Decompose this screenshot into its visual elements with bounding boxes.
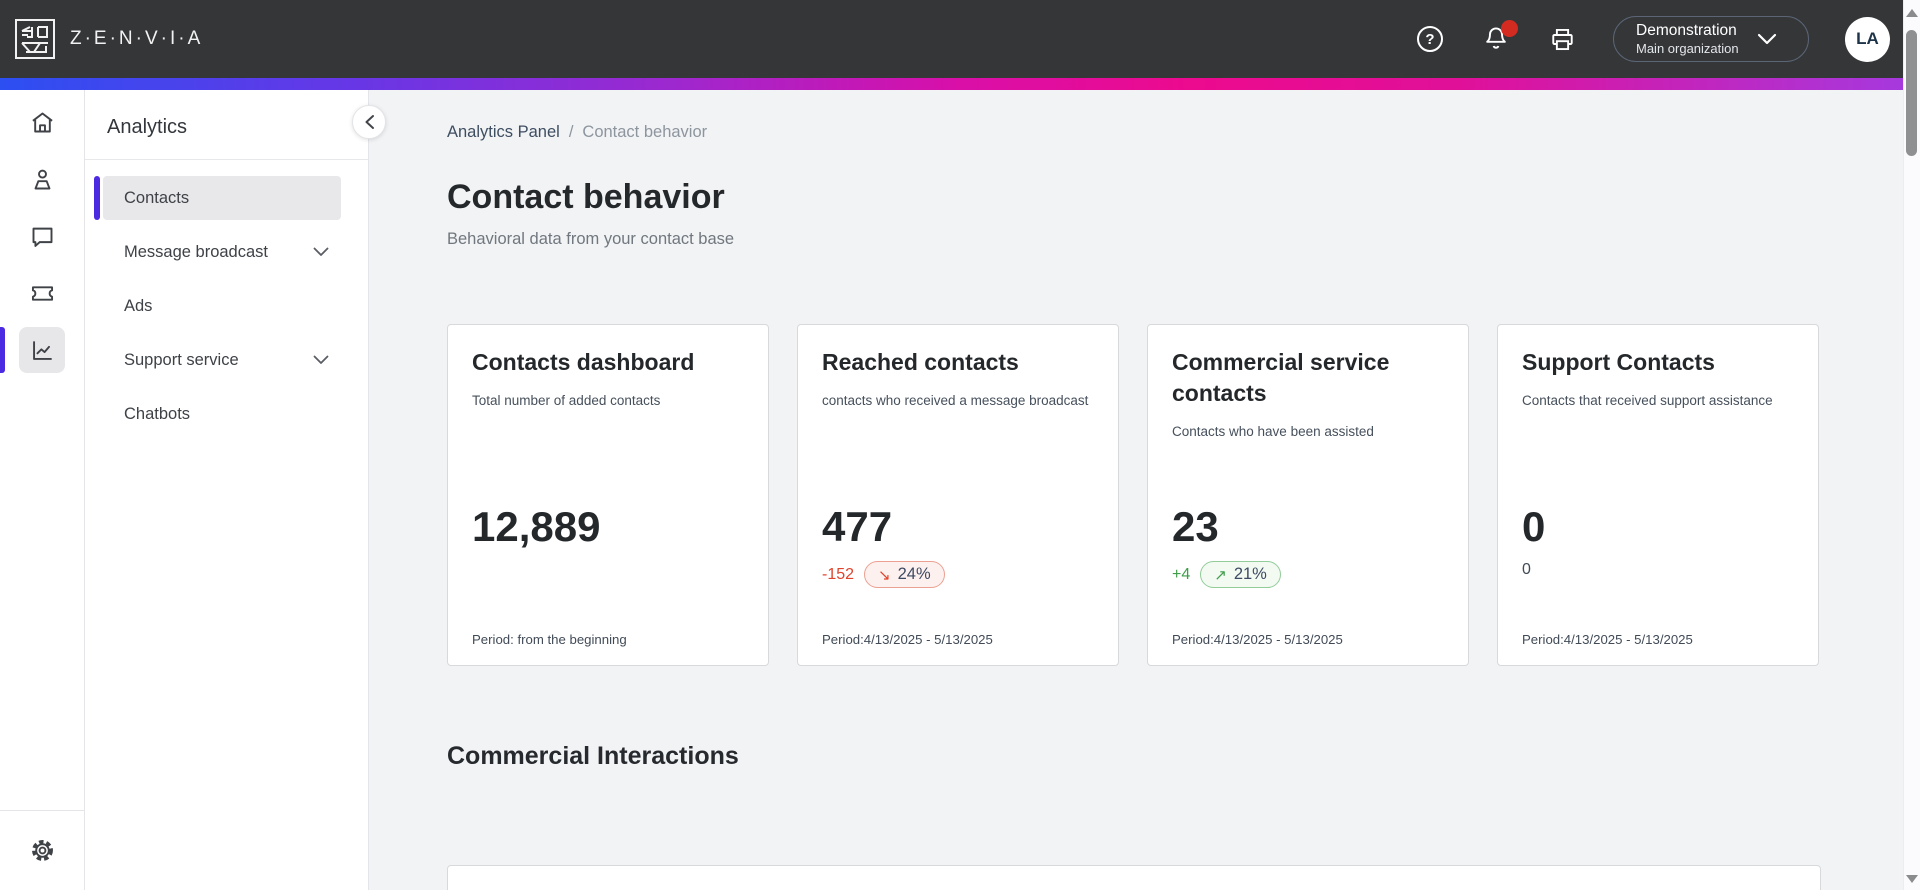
- card-period: Period:4/13/2025 - 5/13/2025: [822, 632, 993, 647]
- rail-item-settings[interactable]: [19, 829, 65, 873]
- sidebar-item-ads[interactable]: Ads: [103, 284, 341, 328]
- sidebar-item-support-service[interactable]: Support service: [103, 338, 341, 382]
- top-bar: Z·E·N·V·I·A ?: [0, 0, 1920, 78]
- rail-item-contacts[interactable]: [0, 157, 84, 201]
- help-icon: ?: [1417, 26, 1443, 52]
- trend-badge: ↗ 21%: [1200, 561, 1281, 588]
- collapse-sidebar-button[interactable]: [352, 105, 386, 139]
- breadcrumb-separator: /: [568, 123, 574, 141]
- ticket-icon: [19, 270, 65, 316]
- chat-bubble-icon: [19, 213, 65, 259]
- scrollbar-down-arrow[interactable]: [1906, 875, 1918, 883]
- card-value: 23: [1172, 503, 1219, 550]
- card-title: Contacts dashboard: [472, 349, 695, 375]
- page-title: Contact behavior: [447, 178, 725, 216]
- rail-item-analytics[interactable]: [0, 327, 84, 373]
- main-content: Analytics Panel / Contact behavior Conta…: [369, 90, 1920, 890]
- active-rail-indicator: [0, 327, 5, 373]
- trend-down-icon: ↘: [878, 566, 891, 584]
- trend-badge: ↘ 24%: [864, 561, 945, 588]
- breadcrumb-analytics-panel[interactable]: Analytics Panel: [447, 123, 560, 141]
- help-button[interactable]: ?: [1415, 24, 1445, 54]
- commercial-interactions-card: [447, 865, 1821, 890]
- card-title: Support Contacts: [1522, 349, 1715, 375]
- delta-value: +4: [1172, 565, 1191, 583]
- icon-rail: [0, 90, 85, 890]
- card-period: Period: from the beginning: [472, 632, 627, 647]
- card-value: 477: [822, 503, 893, 550]
- sidebar-item-message-broadcast[interactable]: Message broadcast: [103, 230, 341, 274]
- card-description: Contacts that received support assistanc…: [1522, 393, 1773, 408]
- zenvia-logo-icon: [14, 18, 56, 60]
- card-description: Contacts who have been assisted: [1172, 424, 1374, 439]
- person-icon: [19, 156, 65, 202]
- kpi-cards-row: Contacts dashboard Total number of added…: [447, 324, 1920, 666]
- analytics-side-panel: Analytics Contacts Message broadcast Ads…: [85, 90, 369, 890]
- sidebar-item-label: Ads: [124, 296, 153, 315]
- section-title-commercial-interactions: Commercial Interactions: [447, 742, 739, 770]
- card-support-contacts: Support Contacts Contacts that received …: [1497, 324, 1819, 666]
- delta-value: 0: [1522, 561, 1531, 578]
- printer-icon: [1549, 26, 1576, 53]
- line-chart-icon: [19, 327, 65, 373]
- active-item-indicator: [94, 176, 100, 220]
- card-value: 0: [1522, 503, 1546, 550]
- chevron-down-icon: [313, 247, 329, 257]
- scrollbar-up-arrow[interactable]: [1906, 9, 1918, 17]
- card-title: Commercial service contacts: [1172, 349, 1390, 406]
- card-description: contacts who received a message broadcas…: [822, 393, 1089, 408]
- sidebar-item-label: Chatbots: [124, 404, 191, 423]
- page-scrollbar: [1903, 0, 1920, 890]
- trend-up-icon: ↗: [1214, 566, 1227, 584]
- card-contacts-dashboard: Contacts dashboard Total number of added…: [447, 324, 769, 666]
- user-avatar[interactable]: LA: [1845, 16, 1890, 62]
- page-subtitle: Behavioral data from your contact base: [447, 230, 735, 248]
- notification-badge-dot: [1501, 20, 1518, 37]
- side-panel-title: Analytics: [107, 116, 188, 138]
- card-commercial-service-contacts: Commercial service contacts Contacts who…: [1147, 324, 1469, 666]
- trend-percent: 24%: [897, 565, 931, 583]
- zenvia-brand: Z·E·N·V·I·A: [14, 18, 203, 60]
- sidebar-item-chatbots[interactable]: Chatbots: [103, 392, 341, 436]
- card-title: Reached contacts: [822, 349, 1019, 375]
- card-period: Period:4/13/2025 - 5/13/2025: [1172, 632, 1343, 647]
- card-delta-row: 0: [1522, 561, 1531, 579]
- organization-sub-label: Main organization: [1636, 40, 1739, 56]
- side-menu: Contacts Message broadcast Ads Support s…: [85, 160, 368, 436]
- card-period: Period:4/13/2025 - 5/13/2025: [1522, 632, 1693, 647]
- delta-value: -152: [822, 565, 855, 583]
- gear-icon: [19, 828, 65, 874]
- print-button[interactable]: [1547, 24, 1577, 54]
- chevron-left-icon: [364, 114, 375, 130]
- breadcrumb-current: Contact behavior: [582, 123, 708, 141]
- card-value: 12,889: [472, 503, 601, 550]
- brand-name: Z·E·N·V·I·A: [70, 28, 204, 49]
- card-delta-row: +4 ↗ 21%: [1172, 561, 1281, 588]
- rail-item-conversations[interactable]: [0, 214, 84, 258]
- chevron-down-icon: [313, 355, 329, 365]
- chevron-down-icon: [1757, 33, 1777, 46]
- scrollbar-thumb[interactable]: [1906, 30, 1917, 156]
- bell-icon: [1483, 25, 1509, 53]
- card-delta-row: -152 ↘ 24%: [822, 561, 945, 588]
- sidebar-item-label: Support service: [124, 350, 239, 369]
- rail-item-tickets[interactable]: [0, 271, 84, 315]
- notifications-button[interactable]: [1481, 20, 1518, 54]
- sidebar-item-contacts[interactable]: Contacts: [94, 176, 341, 220]
- rail-footer: [0, 810, 84, 890]
- organization-name: Demonstration: [1636, 22, 1737, 40]
- rail-item-home[interactable]: [0, 100, 84, 144]
- sidebar-item-label: Message broadcast: [124, 242, 268, 261]
- breadcrumb: Analytics Panel / Contact behavior: [447, 123, 1920, 142]
- home-icon: [19, 99, 65, 145]
- side-panel-divider: [85, 159, 368, 160]
- sidebar-item-label: Contacts: [124, 188, 190, 207]
- card-reached-contacts: Reached contacts contacts who received a…: [797, 324, 1119, 666]
- organization-switcher[interactable]: Demonstration Main organization: [1613, 16, 1809, 62]
- brand-gradient-strip: [0, 78, 1920, 90]
- trend-percent: 21%: [1233, 565, 1267, 583]
- card-description: Total number of added contacts: [472, 393, 661, 408]
